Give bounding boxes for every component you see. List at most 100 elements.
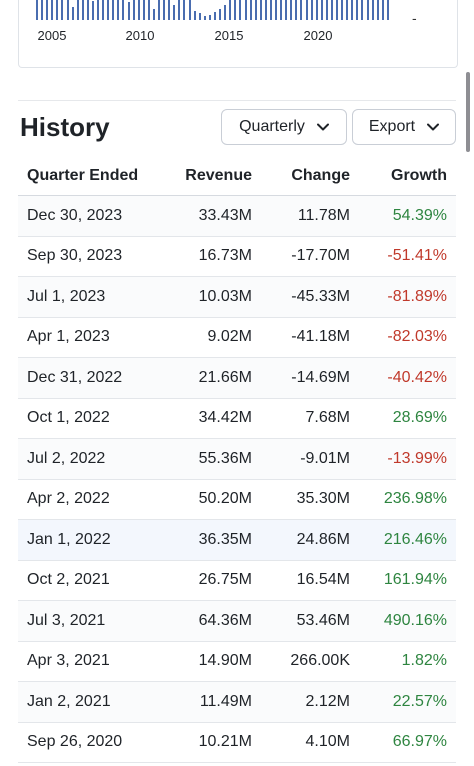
chevron-down-icon <box>427 123 440 131</box>
cell-quarter: Apr 2, 2022 <box>27 490 110 508</box>
table-row[interactable]: Jul 1, 2023 10.03M -45.33M -81.89% <box>18 277 456 318</box>
chart-bar <box>361 0 364 20</box>
cell-growth: -81.89% <box>387 287 447 305</box>
table-row[interactable]: Jan 2, 2021 11.49M 2.12M 22.57% <box>18 682 456 723</box>
cell-quarter: Dec 30, 2023 <box>27 206 123 224</box>
cell-revenue: 34.42M <box>198 409 252 427</box>
chart-bar <box>147 0 150 20</box>
chart-bar <box>183 0 186 20</box>
cell-quarter: Apr 3, 2021 <box>27 652 110 670</box>
chart-bar <box>158 0 161 20</box>
chart-bar <box>51 0 54 20</box>
chart-bar <box>264 0 267 20</box>
chart-bar <box>107 0 110 20</box>
chart-bar <box>198 13 201 20</box>
chart-bar <box>305 0 308 20</box>
table-row[interactable]: Dec 30, 2023 33.43M 11.78M 54.39% <box>18 196 456 237</box>
cell-growth: -13.99% <box>387 449 447 467</box>
cell-revenue: 50.20M <box>198 490 252 508</box>
table-row[interactable]: Jul 3, 2021 64.36M 53.46M 490.16% <box>18 601 456 642</box>
chart-bar <box>66 0 69 20</box>
chart-bar <box>356 0 359 20</box>
cell-revenue: 33.43M <box>198 206 252 224</box>
cell-revenue: 14.90M <box>198 652 252 670</box>
period-dropdown-button[interactable]: Quarterly <box>221 109 347 145</box>
cell-revenue: 11.49M <box>199 692 252 710</box>
x-axis-label-2005: 2005 <box>37 28 67 43</box>
chart-bar <box>132 0 135 20</box>
cell-growth: -51.41% <box>387 247 447 265</box>
table-row[interactable]: Oct 2, 2021 26.75M 16.54M 161.94% <box>18 561 456 601</box>
revenue-chart-card: 2005 2010 2015 2020 - <box>18 0 458 68</box>
cell-change: -45.33M <box>291 287 350 305</box>
chart-bar <box>310 0 313 20</box>
table-row[interactable]: Jul 2, 2022 55.36M -9.01M -13.99% <box>18 439 456 480</box>
header-change[interactable]: Change <box>291 166 350 184</box>
x-axis-label-2015: 2015 <box>214 28 244 43</box>
cell-growth: 22.57% <box>392 692 447 710</box>
table-row[interactable]: Jan 1, 2022 36.35M 24.86M 216.46% <box>18 520 456 561</box>
table-row[interactable]: Sep 26, 2020 10.21M 4.10M 66.97% <box>18 723 456 763</box>
header-revenue[interactable]: Revenue <box>185 166 252 184</box>
chart-bar <box>346 0 349 20</box>
chart-bar <box>269 0 272 20</box>
chart-bar <box>325 0 328 20</box>
chart-bar <box>336 0 339 20</box>
chart-bar <box>285 0 288 20</box>
table-header-row: Quarter Ended Revenue Change Growth <box>18 156 456 196</box>
chart-bar <box>300 0 303 20</box>
chart-bar <box>41 0 44 20</box>
table-row[interactable]: Apr 2, 2022 50.20M 35.30M 236.98% <box>18 480 456 520</box>
cell-quarter: Jul 3, 2021 <box>27 611 106 629</box>
table-row[interactable]: Sep 30, 2023 16.73M -17.70M -51.41% <box>18 237 456 277</box>
chart-bar <box>122 0 125 20</box>
cell-quarter: Jan 2, 2021 <box>27 692 111 710</box>
cell-revenue: 9.02M <box>207 328 252 346</box>
cell-revenue: 36.35M <box>198 530 252 548</box>
cell-change: 7.68M <box>305 409 350 427</box>
chart-bar <box>127 2 130 20</box>
x-axis-label-2020: 2020 <box>303 28 333 43</box>
chart-bar <box>229 0 232 20</box>
cell-quarter: Jan 1, 2022 <box>27 530 111 548</box>
chart-bar <box>46 0 49 20</box>
cell-growth: -82.03% <box>387 328 447 346</box>
table-row[interactable]: Oct 1, 2022 34.42M 7.68M 28.69% <box>18 399 456 439</box>
cell-growth: 216.46% <box>383 530 447 548</box>
cell-quarter: Sep 26, 2020 <box>27 733 123 751</box>
chevron-down-icon <box>316 123 329 131</box>
chart-bar <box>112 0 115 20</box>
cell-revenue: 10.03M <box>198 287 252 305</box>
chart-bar <box>244 0 247 20</box>
chart-bar <box>254 0 257 20</box>
header-quarter-ended[interactable]: Quarter Ended <box>27 166 139 184</box>
chart-bar <box>61 0 64 20</box>
chart-bar <box>376 0 379 20</box>
cell-change: 53.46M <box>296 611 350 629</box>
export-dropdown-button[interactable]: Export <box>352 109 456 145</box>
chart-bar <box>290 0 293 20</box>
cell-quarter: Jul 1, 2023 <box>27 287 106 305</box>
table-row[interactable]: Dec 31, 2022 21.66M -14.69M -40.42% <box>18 358 456 399</box>
revenue-bars <box>36 0 392 20</box>
chart-bar <box>142 0 145 20</box>
table-row[interactable]: Apr 1, 2023 9.02M -41.18M -82.03% <box>18 318 456 358</box>
cell-quarter: Jul 2, 2022 <box>27 449 106 467</box>
header-growth[interactable]: Growth <box>391 166 447 184</box>
scrollbar[interactable] <box>466 72 470 152</box>
chart-bar <box>386 0 389 20</box>
chart-bar <box>173 4 176 20</box>
chart-bar <box>102 0 105 20</box>
x-axis-label-2010: 2010 <box>125 28 155 43</box>
cell-change: -41.18M <box>291 328 350 346</box>
cell-change: 4.10M <box>305 733 350 751</box>
chart-bar <box>295 0 298 20</box>
table-row[interactable]: Apr 3, 2021 14.90M 266.00K 1.82% <box>18 642 456 682</box>
cell-revenue: 16.73M <box>198 247 252 265</box>
chart-bar <box>97 0 100 20</box>
chart-bar <box>234 0 237 20</box>
chart-bar <box>117 0 120 20</box>
chart-bar <box>249 0 252 20</box>
chart-bar <box>259 0 262 20</box>
cell-growth: 28.69% <box>392 409 447 427</box>
